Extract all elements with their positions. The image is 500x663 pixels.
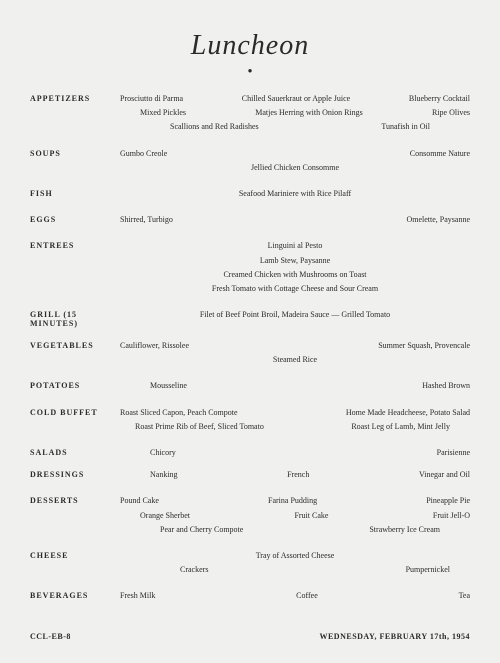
- section-eggs: EGGS Shirred, Turbigo Omelette, Paysanne: [30, 214, 470, 228]
- item: Nanking: [150, 469, 178, 480]
- item: Matjes Herring with Onion Rings: [255, 107, 363, 118]
- footer: CCL-EB-8 WEDNESDAY, FEBRUARY 17th, 1954: [30, 632, 470, 641]
- content-desserts: Pound Cake Farina Pudding Pineapple Pie …: [120, 495, 470, 538]
- label-soups: SOUPS: [30, 148, 120, 176]
- section-vegetables: VEGETABLES Cauliflower, Rissolee Summer …: [30, 340, 470, 368]
- section-potatoes: POTATOES Mousseline Hashed Brown: [30, 380, 470, 394]
- item: Mousseline: [150, 380, 187, 391]
- item: Pineapple Pie: [426, 495, 470, 506]
- item: Roast Sliced Capon, Peach Compote: [120, 407, 238, 418]
- item: Strawberry Ice Cream: [369, 524, 440, 535]
- footer-date: WEDNESDAY, FEBRUARY 17th, 1954: [319, 632, 470, 641]
- content-dressings: Nanking French Vinegar and Oil: [120, 469, 470, 483]
- item: Crackers: [180, 564, 208, 575]
- label-entrees: ENTREES: [30, 240, 120, 297]
- content-vegetables: Cauliflower, Rissolee Summer Squash, Pro…: [120, 340, 470, 368]
- label-fish: FISH: [30, 188, 120, 202]
- label-grill: GRILL (15 Minutes): [30, 309, 120, 328]
- item: Fruit Cake: [294, 510, 328, 521]
- label-appetizers: APPETIZERS: [30, 93, 120, 136]
- section-soups: SOUPS Gumbo Creole Consomme Nature Jelli…: [30, 148, 470, 176]
- item: Linguini al Pesto: [120, 240, 470, 251]
- item: Mixed Pickles: [140, 107, 186, 118]
- item: Cauliflower, Rissolee: [120, 340, 189, 351]
- section-salads: SALADS Chicory Parisienne: [30, 447, 470, 461]
- section-grill: GRILL (15 Minutes) Filet of Beef Point B…: [30, 309, 470, 328]
- content-soups: Gumbo Creole Consomme Nature Jellied Chi…: [120, 148, 470, 176]
- item: Omelette, Paysanne: [406, 214, 470, 225]
- item: Prosciutto di Parma: [120, 93, 183, 104]
- item: Roast Prime Rib of Beef, Sliced Tomato: [135, 421, 264, 432]
- item: Orange Sherbet: [140, 510, 190, 521]
- item: Creamed Chicken with Mushrooms on Toast: [120, 269, 470, 280]
- item: Chilled Sauerkraut or Apple Juice: [242, 93, 350, 104]
- item: Shirred, Turbigo: [120, 214, 173, 225]
- item: Ripe Olives: [432, 107, 470, 118]
- item: Blueberry Cocktail: [409, 93, 470, 104]
- section-entrees: ENTREES Linguini al Pesto Lamb Stew, Pay…: [30, 240, 470, 297]
- label-dressings: DRESSINGS: [30, 469, 120, 483]
- section-appetizers: APPETIZERS Prosciutto di Parma Chilled S…: [30, 93, 470, 136]
- item: Steamed Rice: [120, 354, 470, 365]
- content-salads: Chicory Parisienne: [120, 447, 470, 461]
- content-cheese: Tray of Assorted Cheese Crackers Pumpern…: [120, 550, 470, 578]
- item: Jellied Chicken Consomme: [120, 162, 470, 173]
- item: Lamb Stew, Paysanne: [120, 255, 470, 266]
- label-eggs: EGGS: [30, 214, 120, 228]
- item: Seafood Mariniere with Rice Pilaff: [120, 188, 470, 199]
- item: Gumbo Creole: [120, 148, 167, 159]
- label-salads: SALADS: [30, 447, 120, 461]
- content-appetizers: Prosciutto di Parma Chilled Sauerkraut o…: [120, 93, 470, 136]
- content-beverages: Fresh Milk Coffee Tea: [120, 590, 470, 604]
- item: Fresh Tomato with Cottage Cheese and Sou…: [120, 283, 470, 294]
- footer-code: CCL-EB-8: [30, 632, 71, 641]
- content-coldbuffet: Roast Sliced Capon, Peach Compote Home M…: [120, 407, 470, 435]
- item: Consomme Nature: [410, 148, 470, 159]
- item: French: [287, 469, 309, 480]
- item: Summer Squash, Provencale: [378, 340, 470, 351]
- section-cheese: CHEESE Tray of Assorted Cheese Crackers …: [30, 550, 470, 578]
- item: Hashed Brown: [422, 380, 470, 391]
- label-vegetables: VEGETABLES: [30, 340, 120, 368]
- item: Pumpernickel: [406, 564, 450, 575]
- item: Fruit Jell-O: [433, 510, 470, 521]
- item: Pound Cake: [120, 495, 159, 506]
- label-potatoes: POTATOES: [30, 380, 120, 394]
- content-fish: Seafood Mariniere with Rice Pilaff: [120, 188, 470, 202]
- section-beverages: BEVERAGES Fresh Milk Coffee Tea: [30, 590, 470, 604]
- item: Tray of Assorted Cheese: [120, 550, 470, 561]
- item: Coffee: [296, 590, 318, 601]
- item: Scallions and Red Radishes: [170, 121, 259, 132]
- item: Farina Pudding: [268, 495, 317, 506]
- section-fish: FISH Seafood Mariniere with Rice Pilaff: [30, 188, 470, 202]
- item: Tunafish in Oil: [381, 121, 430, 132]
- content-grill: Filet of Beef Point Broil, Madeira Sauce…: [120, 309, 470, 328]
- item: Pear and Cherry Compote: [160, 524, 243, 535]
- section-dressings: DRESSINGS Nanking French Vinegar and Oil: [30, 469, 470, 483]
- label-cheese: CHEESE: [30, 550, 120, 578]
- menu-title: Luncheon: [30, 30, 470, 62]
- section-desserts: DESSERTS Pound Cake Farina Pudding Pinea…: [30, 495, 470, 538]
- item: Roast Leg of Lamb, Mint Jelly: [351, 421, 450, 432]
- content-entrees: Linguini al Pesto Lamb Stew, Paysanne Cr…: [120, 240, 470, 297]
- item: Fresh Milk: [120, 590, 155, 601]
- item: Home Made Headcheese, Potato Salad: [346, 407, 470, 418]
- content-potatoes: Mousseline Hashed Brown: [120, 380, 470, 394]
- content-eggs: Shirred, Turbigo Omelette, Paysanne: [120, 214, 470, 228]
- item: Tea: [459, 590, 470, 601]
- item: Parisienne: [437, 447, 470, 458]
- item: Filet of Beef Point Broil, Madeira Sauce…: [120, 309, 470, 320]
- title-ornament: ●: [30, 66, 470, 75]
- item: Vinegar and Oil: [419, 469, 470, 480]
- label-desserts: DESSERTS: [30, 495, 120, 538]
- label-beverages: BEVERAGES: [30, 590, 120, 604]
- section-coldbuffet: COLD BUFFET Roast Sliced Capon, Peach Co…: [30, 407, 470, 435]
- item: Chicory: [150, 447, 176, 458]
- label-coldbuffet: COLD BUFFET: [30, 407, 120, 435]
